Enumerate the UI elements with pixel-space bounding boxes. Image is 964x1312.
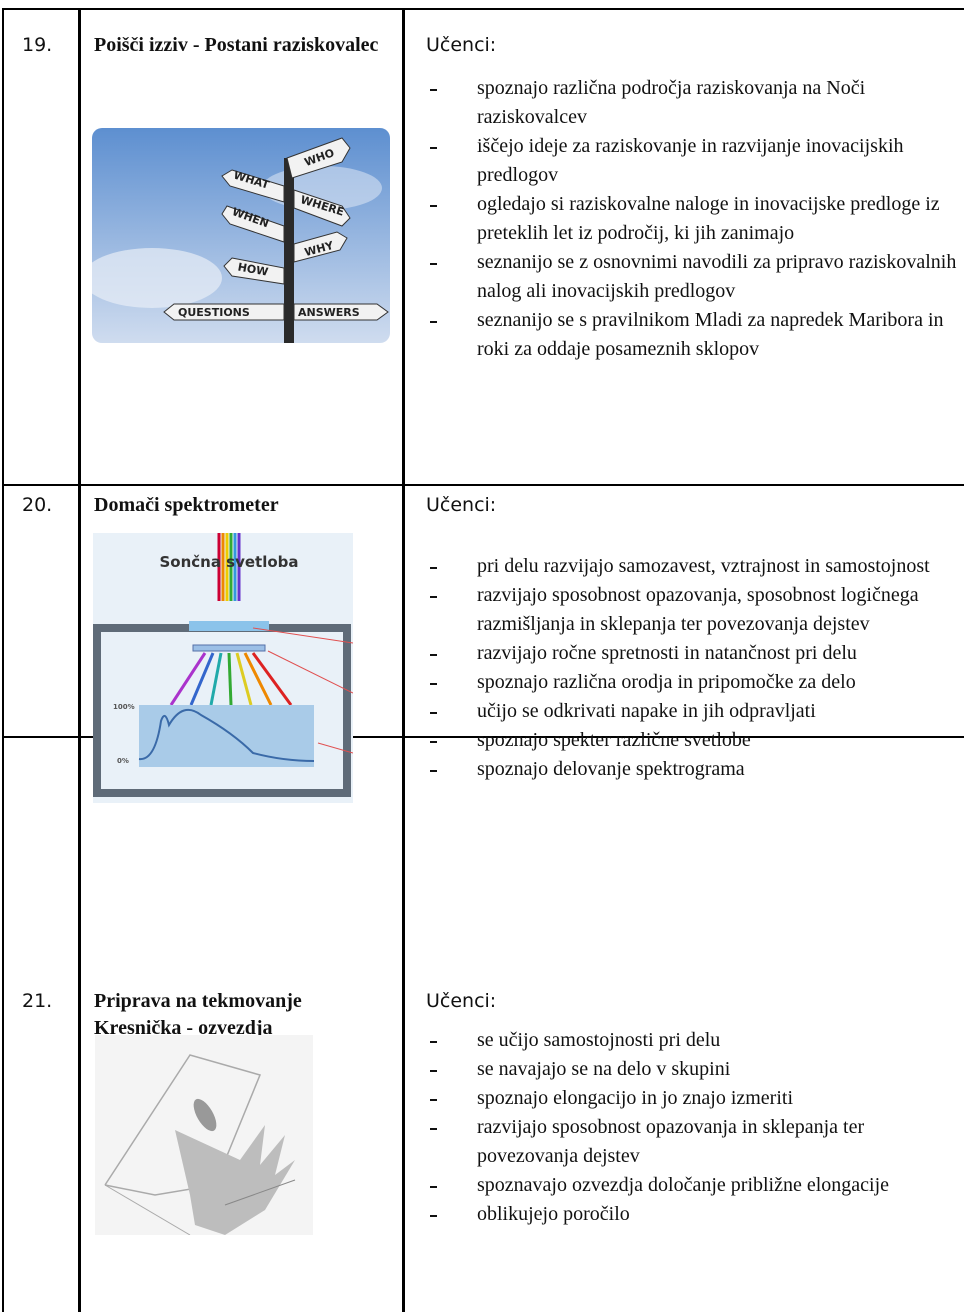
- list-item: spoznajo različna področja raziskovanja …: [426, 74, 962, 132]
- border: [78, 8, 81, 1312]
- list-item: iščejo ideje za raziskovanje in razvijan…: [426, 132, 962, 190]
- list-item: razvijajo sposobnost opazovanja, sposobn…: [426, 581, 962, 639]
- item-list: se učijo samostojnosti pri delu se navaja…: [426, 1026, 962, 1229]
- list-item: spoznajo različna orodja in pripomočke z…: [426, 668, 962, 697]
- list-item: seznanijo se z osnovnimi navodili za pri…: [426, 248, 962, 306]
- list-item: se učijo samostojnosti pri delu: [426, 1026, 962, 1055]
- sign-text: QUESTIONS: [178, 306, 250, 319]
- sign-text: HOW: [237, 261, 269, 279]
- border: [2, 736, 964, 738]
- item-list: spoznajo različna področja raziskovanja …: [426, 74, 962, 364]
- row-number: 20.: [22, 494, 53, 516]
- image-text: 0%: [117, 757, 129, 765]
- list-item: pri delu razvijajo samozavest, vztrajnos…: [426, 552, 962, 581]
- list-item: razvijajo ročne spretnosti in natančnost…: [426, 639, 962, 668]
- row-title: Priprava na tekmovanje Kresnička - ozvez…: [94, 990, 302, 1039]
- border: [402, 8, 405, 1312]
- sign-text: ANSWERS: [298, 306, 360, 319]
- item-list: pri delu razvijajo samozavest, vztrajnos…: [426, 552, 962, 784]
- list-item: spoznavajo ozvezdja določanje približne …: [426, 1171, 962, 1200]
- row-title: Domači spektrometer: [94, 494, 279, 516]
- list-item: razvijajo sposobnost opazovanja in sklep…: [426, 1113, 962, 1171]
- list-item: se navajajo se na delo v skupini: [426, 1055, 962, 1084]
- list-item: oblikujejo poročilo: [426, 1200, 962, 1229]
- border: [2, 8, 4, 1312]
- list-item: seznanijo se s pravilnikom Mladi za napr…: [426, 306, 962, 364]
- row-title: Poišči izziv - Postani raziskovalec: [94, 34, 379, 56]
- row-number: 21.: [22, 990, 53, 1012]
- spectrometer-image: Sončna svetloba 100% 0%: [93, 533, 353, 803]
- hand-image: [95, 1035, 313, 1235]
- list-item: spoznajo spekter različne svetlobe: [426, 726, 962, 755]
- row-number: 19.: [22, 34, 53, 56]
- image-text: Sončna svetloba: [159, 553, 298, 571]
- intro: Učenci:: [426, 494, 497, 516]
- signpost-image: WHO WHAT WHERE WHEN WHY HOW QUESTIONS AN…: [92, 128, 390, 343]
- list-item: ogledajo si raziskovalne naloge in inova…: [426, 190, 962, 248]
- border: [2, 8, 964, 10]
- intro: Učenci:: [426, 34, 497, 56]
- image-text: 100%: [113, 703, 135, 711]
- list-item: učijo se odkrivati napake in jih odpravl…: [426, 697, 962, 726]
- list-item: spoznajo elongacijo in jo znajo izmeriti: [426, 1084, 962, 1113]
- border: [2, 484, 964, 486]
- list-item: spoznajo delovanje spektrograma: [426, 755, 962, 784]
- intro: Učenci:: [426, 990, 497, 1012]
